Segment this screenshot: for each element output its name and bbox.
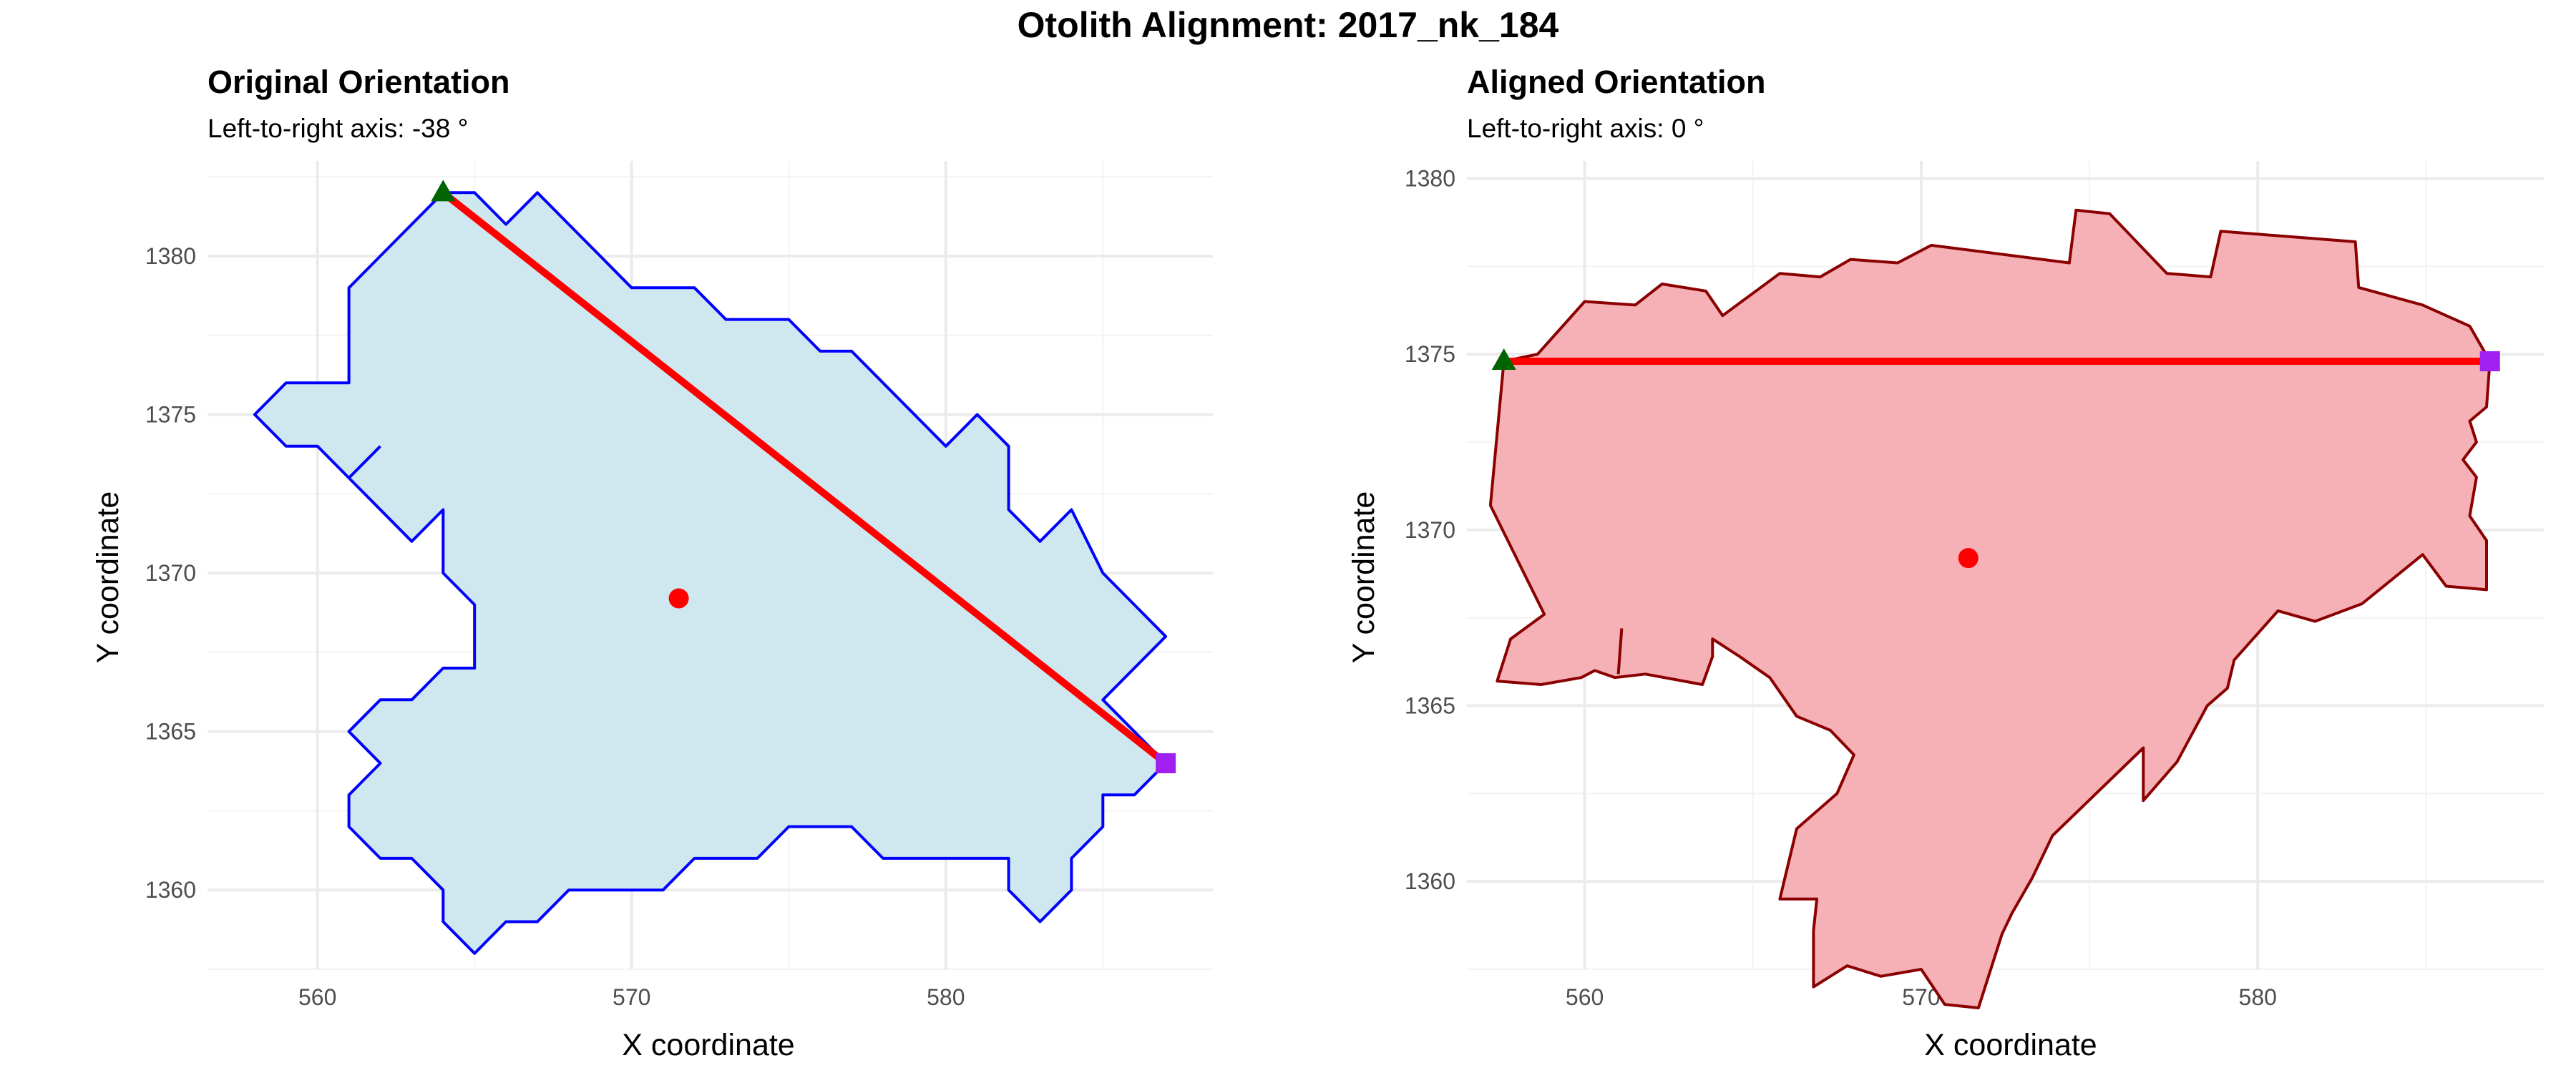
y-tick-label: 1370 — [1405, 517, 1455, 543]
panel-title: Aligned Orientation — [1467, 64, 1766, 100]
y-tick-label: 1365 — [145, 719, 196, 745]
end-point-marker — [2479, 351, 2500, 372]
end-point-marker — [1156, 753, 1176, 773]
panel-original: Original Orientation Left-to-right axis:… — [91, 64, 1213, 1062]
x-axis-label: X coordinate — [1924, 1028, 2097, 1062]
left-right-axis-line — [441, 190, 1169, 766]
y-tick-label: 1380 — [145, 243, 196, 269]
x-tick-label: 560 — [298, 984, 336, 1010]
centroid-point — [1958, 548, 1979, 569]
figure-title: Otolith Alignment: 2017_nk_184 — [1018, 5, 1559, 45]
y-tick-label: 1360 — [145, 877, 196, 903]
y-tick-label: 1365 — [1405, 693, 1455, 719]
y-tick-label: 1380 — [1405, 166, 1455, 192]
x-tick-label: 560 — [1566, 984, 1604, 1010]
y-tick-label: 1370 — [145, 560, 196, 586]
panel-subtitle: Left-to-right axis: -38 ° — [208, 114, 468, 143]
x-axis-label: X coordinate — [622, 1028, 794, 1062]
x-tick-label: 580 — [2239, 984, 2277, 1010]
x-tick-label: 570 — [613, 984, 650, 1010]
otolith-outline — [1488, 208, 2492, 1009]
x-tick-label: 580 — [927, 984, 965, 1010]
plot-area-original: 560 570 580 1360 1365 1370 1375 1380 — [145, 161, 1213, 1010]
panel-subtitle: Left-to-right axis: 0 ° — [1467, 114, 1704, 143]
panel-aligned: Aligned Orientation Left-to-right axis: … — [1347, 64, 2544, 1062]
y-tick-label: 1375 — [1405, 341, 1455, 367]
otolith-outline — [253, 191, 1168, 955]
centroid-point — [668, 588, 689, 609]
y-tick-label: 1375 — [145, 402, 196, 428]
start-point-marker — [1491, 348, 1516, 371]
y-axis-label: Y coordinate — [1347, 491, 1381, 664]
y-axis-label: Y coordinate — [91, 491, 125, 664]
outline-spur — [1616, 628, 1624, 675]
y-tick-label: 1360 — [1405, 868, 1455, 894]
panel-title: Original Orientation — [208, 64, 510, 100]
outline-spur — [348, 445, 381, 479]
start-point-marker — [431, 180, 456, 202]
